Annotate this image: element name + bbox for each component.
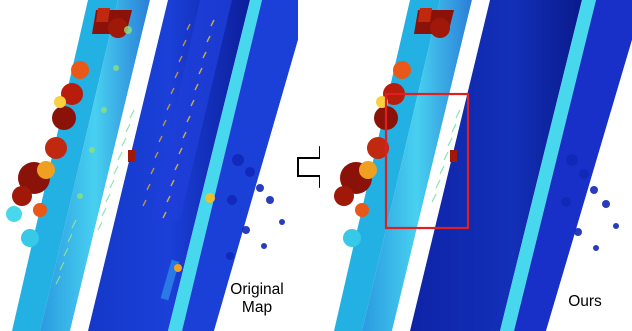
ours-map-pointcloud — [320, 0, 632, 331]
highlight-box — [384, 92, 470, 230]
original-map-panel — [0, 0, 298, 331]
caption-line-map: Map — [241, 299, 273, 316]
caption-line-original: Original — [230, 281, 284, 298]
original-map-caption: Original Map — [222, 281, 292, 317]
left-sidewalk-strip — [12, 0, 118, 331]
original-map-pointcloud — [0, 0, 298, 331]
ours-map-panel — [320, 0, 632, 331]
ours-caption: Ours — [568, 293, 602, 310]
road-surface-clean — [410, 0, 582, 331]
roadside-vegetation — [6, 8, 132, 247]
